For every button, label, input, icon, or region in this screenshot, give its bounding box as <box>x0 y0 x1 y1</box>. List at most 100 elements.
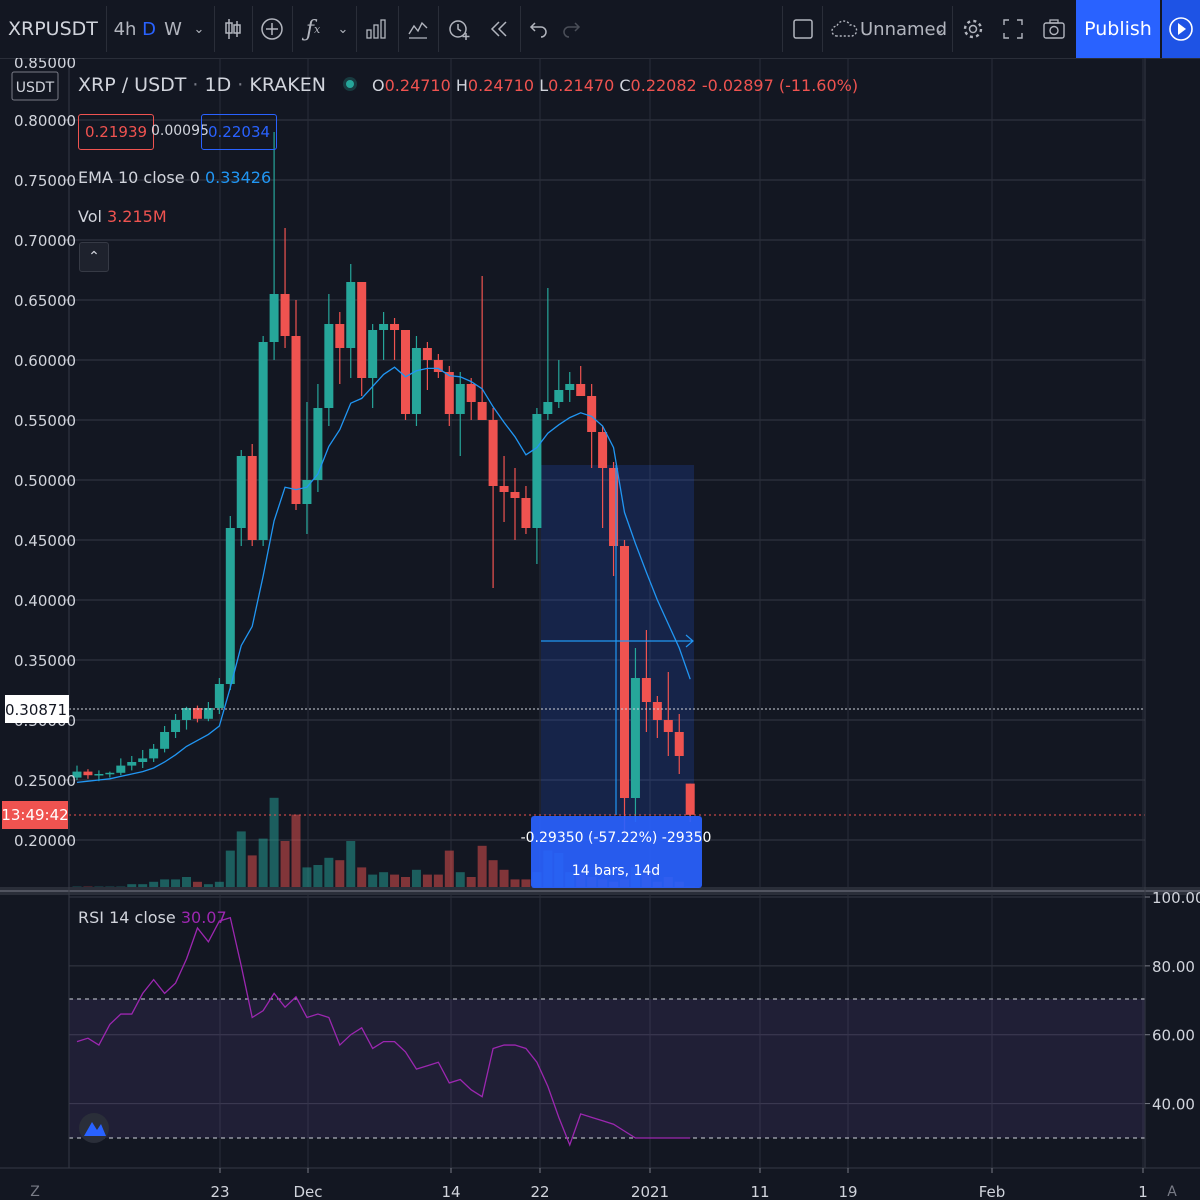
volume-bar <box>127 884 137 889</box>
price-tick-label: 0.25000 <box>14 772 76 790</box>
redo-icon[interactable] <box>556 0 586 58</box>
candle-body <box>565 384 575 390</box>
candle-body <box>444 372 454 414</box>
symbol-search-button[interactable]: XRPUSDT <box>8 18 98 40</box>
sell-price-box[interactable]: 0.21939 <box>78 114 155 150</box>
volume-bar <box>203 884 213 889</box>
replay-icon[interactable] <box>482 0 516 58</box>
rsi-legend-label: RSI 14 close <box>78 908 176 927</box>
measure-tooltip-line1: -0.29350 (-57.22%) -29350 <box>521 830 712 846</box>
play-arrow-icon[interactable] <box>1162 0 1200 58</box>
interval-w-button[interactable]: W <box>164 18 182 40</box>
candle-body <box>72 771 82 778</box>
candle-body <box>269 294 279 342</box>
candle-body <box>630 678 640 798</box>
candle-body <box>94 774 104 776</box>
candle-body <box>105 772 115 775</box>
auto-scale-corner-label[interactable]: A <box>1167 1184 1177 1200</box>
indicators-chevron-icon[interactable]: ⌄ <box>337 21 349 37</box>
volume-bar <box>247 855 257 889</box>
candle-body <box>663 720 673 732</box>
toolbar-divider <box>438 6 439 52</box>
ohlc-open-value: 0.24710 <box>384 76 451 95</box>
ideas-chart-icon[interactable] <box>402 0 434 58</box>
interval-dropdown-chevron-icon[interactable]: ⌄ <box>193 21 205 37</box>
volume-bar <box>499 869 509 889</box>
candle-body <box>302 480 312 504</box>
settings-gear-icon[interactable] <box>956 0 990 58</box>
candle-body <box>346 282 356 348</box>
rsi-band <box>69 999 1145 1138</box>
chart-grid <box>69 58 1145 1168</box>
time-tick-label: 23 <box>210 1183 229 1200</box>
toolbar-divider <box>106 6 107 52</box>
cloud-save-icon[interactable] <box>828 0 860 58</box>
ohlc-low-value: 0.21470 <box>548 76 615 95</box>
candle-body <box>203 708 213 719</box>
financials-chart-icon[interactable] <box>360 0 392 58</box>
volume-bar <box>401 877 410 889</box>
interval-d-button[interactable]: D <box>142 18 156 40</box>
candle-body <box>685 783 695 815</box>
volume-bar <box>302 867 312 889</box>
volume-bar <box>280 841 290 889</box>
interval-4h-button[interactable]: 4h <box>113 18 137 40</box>
measure-tooltip-box <box>531 816 702 888</box>
volume-bar <box>357 867 367 889</box>
buy-price-box[interactable]: 0.22034 <box>201 114 278 150</box>
price-axis[interactable]: 0.85000 0.80000 0.75000 0.70000 0.65000 0.600… <box>14 58 76 850</box>
volume-bar <box>269 797 279 889</box>
legend-interval: 1D <box>204 74 232 96</box>
price-tick-label: 0.70000 <box>14 232 76 250</box>
time-tick-label: 1 <box>1138 1183 1148 1200</box>
rsi-axis[interactable]: 100.00 80.00 60.00 40.00 <box>1145 889 1200 1114</box>
timezone-corner-label[interactable]: Z <box>30 1184 40 1200</box>
candle-body <box>532 414 542 528</box>
volume-bar <box>258 838 268 889</box>
price-tick-label: 0.40000 <box>14 592 76 610</box>
price-tick-label: 0.20000 <box>14 832 76 850</box>
symbol-legend-row: XRP / USDT · 1D · KRAKEN O0.24710 H0.247… <box>78 74 859 96</box>
toolbar-divider <box>214 6 215 52</box>
volume-bar <box>455 872 465 889</box>
volume-bar <box>214 881 224 889</box>
camera-snapshot-icon[interactable] <box>1036 0 1072 58</box>
fullscreen-expand-icon[interactable] <box>996 0 1030 58</box>
ohlc-close-label: C <box>619 76 631 95</box>
market-status-dot-icon <box>345 80 354 88</box>
time-tick-label: 11 <box>750 1183 769 1200</box>
alert-clock-icon[interactable] <box>442 0 476 58</box>
volume-bar <box>225 850 235 889</box>
countdown-label: 13:49:42 <box>1 806 68 824</box>
publish-button[interactable]: Publish <box>1076 0 1160 58</box>
layout-name-label[interactable]: Unnamed <box>860 18 948 40</box>
candle-style-icon[interactable] <box>218 0 248 58</box>
rsi-legend[interactable]: RSI 14 close 30.07 <box>78 908 227 927</box>
layout-chevron-icon[interactable]: ⌄ <box>934 21 946 37</box>
candle-body <box>466 384 476 402</box>
time-tick-label: 14 <box>441 1183 460 1200</box>
volume-bars <box>72 797 695 889</box>
legend-pair[interactable]: XRP / USDT <box>78 74 187 96</box>
candle-body <box>192 708 202 719</box>
rsi-tick-label: 100.00 <box>1152 889 1200 907</box>
toolbar-divider <box>398 6 399 52</box>
ohlc-low-label: L <box>539 76 549 95</box>
volume-legend[interactable]: Vol 3.215M <box>78 207 167 226</box>
volume-bar <box>444 850 454 889</box>
ema-legend[interactable]: EMA 10 close 0 0.33426 <box>78 168 271 187</box>
candle-body <box>116 765 126 773</box>
time-axis[interactable]: 23 Dec 14 22 2021 11 19 Feb 1 <box>210 1168 1148 1200</box>
volume-bar <box>477 845 487 889</box>
toolbar-divider <box>252 6 253 52</box>
volume-bar <box>510 879 520 889</box>
undo-icon[interactable] <box>524 0 554 58</box>
spread-value: 0.00095 <box>151 123 209 139</box>
candle-body <box>335 324 345 348</box>
compare-plus-icon[interactable] <box>256 0 288 58</box>
collapse-legend-chevron-up-icon[interactable]: ⌃ <box>79 242 109 272</box>
price-chart-canvas[interactable]: 0.85000 0.80000 0.75000 0.70000 0.65000 0.600… <box>0 58 1200 1200</box>
candle-body <box>390 324 400 330</box>
fullscreen-square-icon[interactable] <box>788 0 818 58</box>
